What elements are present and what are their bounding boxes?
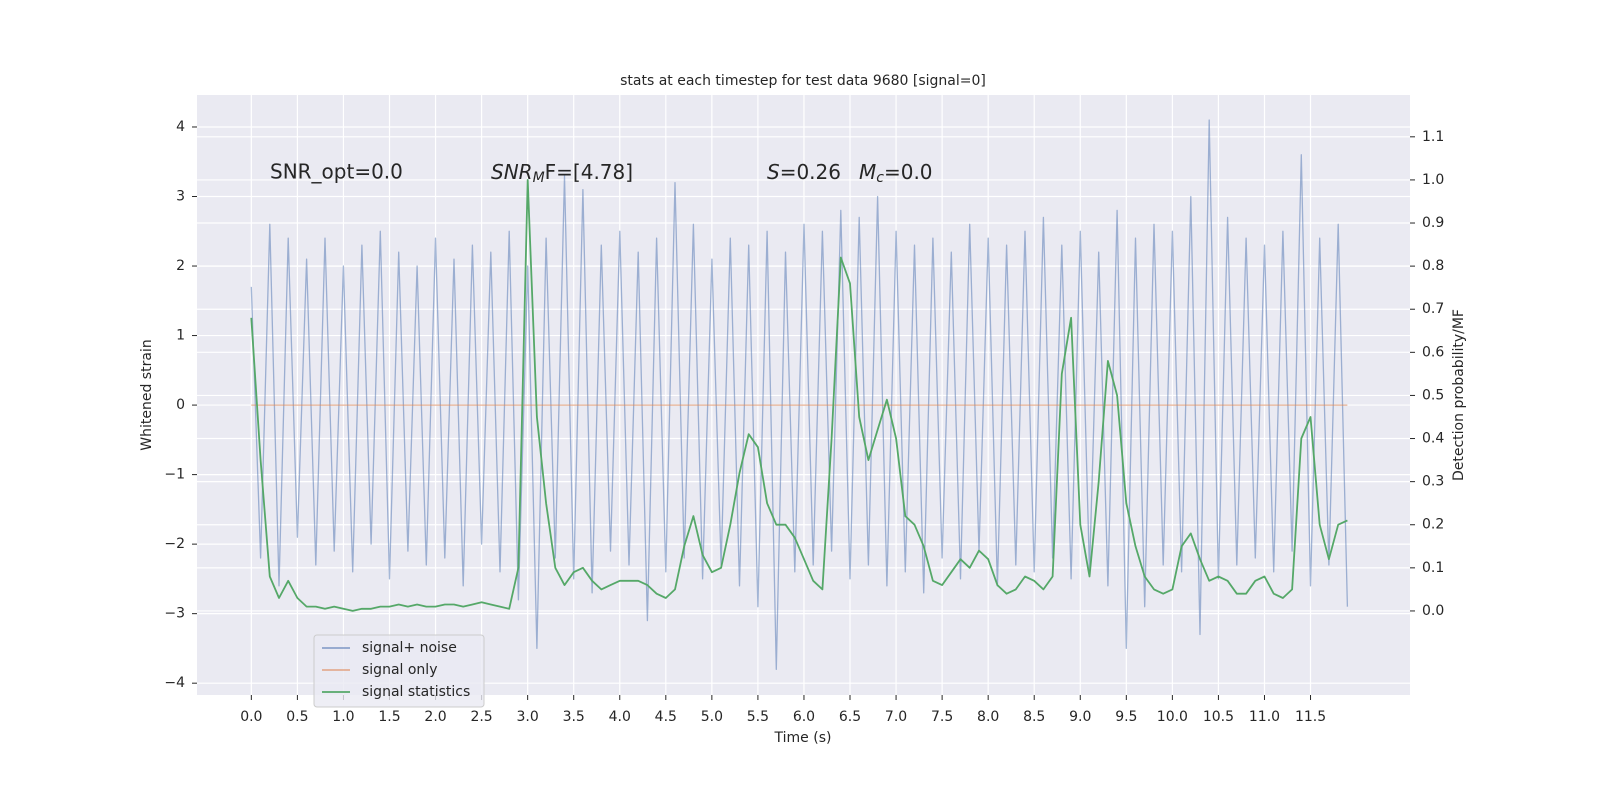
annotation: SNRMF=[4.78] [491, 160, 633, 187]
y2-tick-label: 0.1 [1422, 560, 1444, 576]
x-tick-label: 1.5 [378, 709, 400, 725]
x-tick-label: 8.5 [1023, 709, 1045, 725]
x-tick-label: 11.0 [1249, 709, 1280, 725]
annotation-rest: F=[4.78] [545, 160, 633, 184]
x-tick-label: 5.5 [747, 709, 769, 725]
annotation-base: S [767, 160, 780, 184]
x-tick-label: 2.0 [424, 709, 446, 725]
annotation-rest: =0.26 [780, 160, 841, 184]
x-tick-label: 3.0 [517, 709, 539, 725]
y2-tick-label: 0.7 [1422, 301, 1444, 317]
x-tick-label: 5.0 [701, 709, 723, 725]
y2-tick-label: 0.4 [1422, 431, 1444, 447]
y-tick-label: −4 [164, 675, 185, 691]
legend-box [313, 634, 485, 708]
annotation-sub: c [876, 170, 884, 186]
annotation-base: SNR [491, 160, 533, 184]
y2-tick-label: 0.5 [1422, 387, 1444, 403]
x-tick-label: 2.5 [470, 709, 492, 725]
x-tick-label: 10.5 [1203, 709, 1234, 725]
x-tick-label: 9.5 [1115, 709, 1137, 725]
x-tick-label: 6.0 [793, 709, 815, 725]
legend-label: signal+ noise [362, 640, 457, 656]
x-tick-label: 11.5 [1295, 709, 1326, 725]
x-axis-label: Time (s) [774, 730, 832, 746]
annotation: Mc=0.0 [859, 160, 933, 187]
y2-tick-label: 0.6 [1422, 344, 1444, 360]
annotation-sub: M [533, 170, 545, 186]
x-tick-label: 8.0 [977, 709, 999, 725]
y-axis-label: Whitened strain [139, 339, 155, 450]
y2-tick-label: 0.0 [1422, 603, 1444, 619]
x-tick-label: 0.5 [286, 709, 308, 725]
annotation: S=0.26 [767, 160, 841, 184]
x-tick-label: 4.0 [609, 709, 631, 725]
y-tick-label: 0 [176, 397, 185, 413]
y2-tick-label: 1.0 [1422, 172, 1444, 188]
annotation-base: M [859, 160, 876, 184]
annotations: SNR_opt=0.0 SNRMF=[4.78] S=0.26 Mc=0.0 [270, 160, 933, 187]
y2-tick-label: 0.3 [1422, 474, 1444, 490]
series-line [250, 179, 1348, 612]
marks [250, 119, 1349, 670]
x-tick-label: 6.5 [839, 709, 861, 725]
y2-axis-label: Detection probability/MF [1451, 309, 1467, 481]
x-tick-label: 4.5 [655, 709, 677, 725]
x-tick-label: 1.0 [332, 709, 354, 725]
series-line [250, 119, 1349, 670]
legend-label: signal only [362, 662, 437, 678]
y-tick-label: −2 [164, 536, 185, 552]
legend: signal+ noise signal only signal statistic… [313, 634, 485, 708]
y-tick-label: 3 [176, 189, 185, 205]
y-tick-label: 1 [176, 328, 185, 344]
y-tick-label: 4 [176, 119, 185, 135]
annotation-rest: =0.0 [884, 160, 933, 184]
legend-label: signal statistics [362, 684, 470, 700]
x-tick-label: 0.0 [240, 709, 262, 725]
y2-tick-label: 1.1 [1422, 129, 1444, 145]
y-tick-label: 2 [176, 258, 185, 274]
x-tick-label: 3.5 [563, 709, 585, 725]
y-tick-label: −3 [164, 606, 185, 622]
y-tick-label: −1 [164, 467, 185, 483]
chart-title: stats at each timestep for test data 968… [620, 73, 986, 89]
y2-tick-label: 0.9 [1422, 215, 1444, 231]
x-tick-label: 7.5 [931, 709, 953, 725]
x-tick-label: 7.0 [885, 709, 907, 725]
x-tick-label: 9.0 [1069, 709, 1091, 725]
y2-tick-label: 0.2 [1422, 517, 1444, 533]
x-tick-label: 10.0 [1157, 709, 1188, 725]
y2-tick-label: 0.8 [1422, 258, 1444, 274]
annotation: SNR_opt=0.0 [270, 160, 403, 184]
